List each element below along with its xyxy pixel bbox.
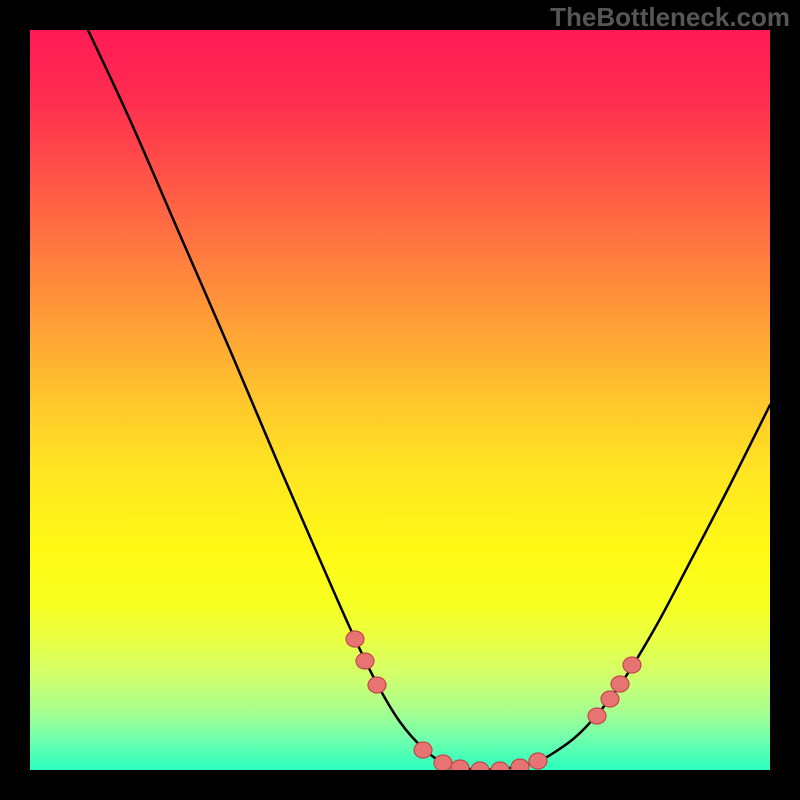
marker-point — [611, 676, 629, 692]
marker-point — [511, 759, 529, 770]
marker-point — [414, 742, 432, 758]
gradient-background — [30, 30, 770, 770]
frame-border — [0, 770, 800, 800]
marker-point — [601, 691, 619, 707]
marker-point — [623, 657, 641, 673]
frame-border — [770, 0, 800, 800]
plot-area — [30, 30, 770, 770]
marker-point — [356, 653, 374, 669]
marker-point — [434, 755, 452, 770]
marker-point — [346, 631, 364, 647]
frame-border — [0, 0, 30, 800]
watermark-text: TheBottleneck.com — [550, 2, 790, 33]
marker-point — [368, 677, 386, 693]
marker-point — [588, 708, 606, 724]
marker-point — [529, 753, 547, 769]
